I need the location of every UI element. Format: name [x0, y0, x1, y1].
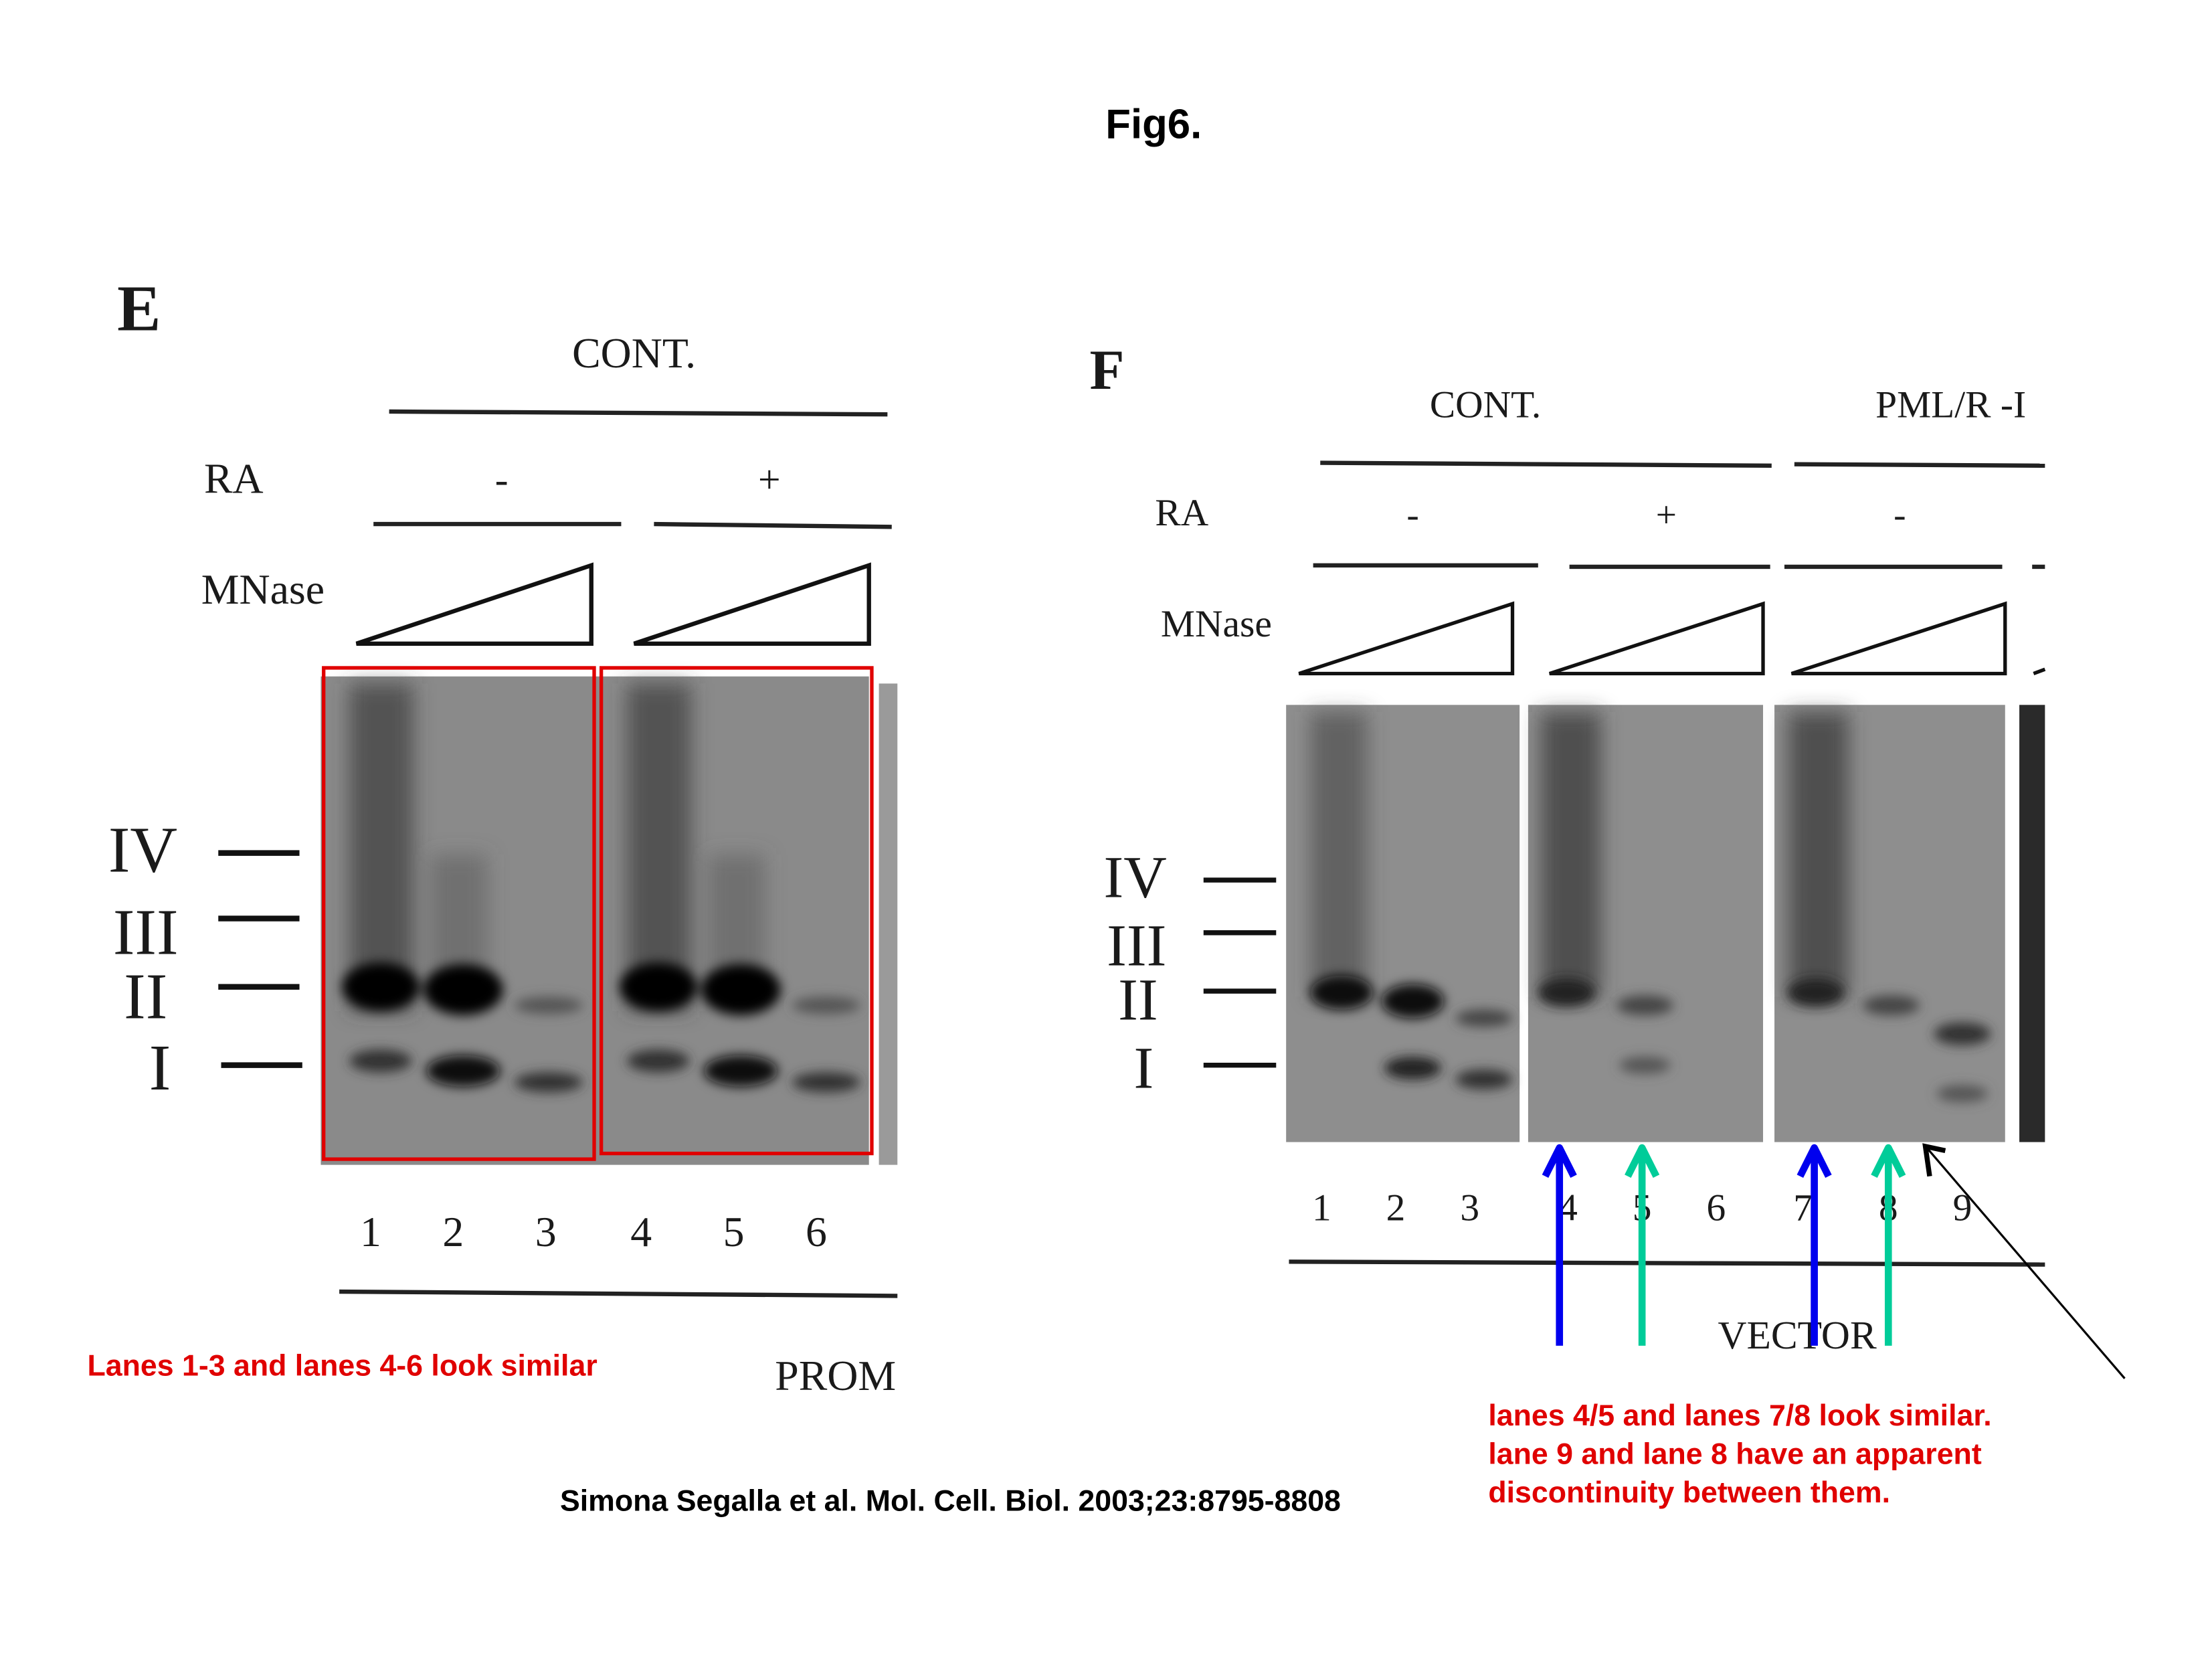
- marker-label: I: [149, 1032, 171, 1104]
- marker-label: II: [1118, 967, 1158, 1033]
- panel-f-annotation: lanes 4/5 and lanes 7/8 look similar. la…: [1488, 1399, 1991, 1509]
- panel-f-group-label: PML/R -I: [1875, 383, 2026, 426]
- ra-label: RA: [204, 454, 264, 502]
- highlight-box-lanes-4-6: [600, 666, 874, 1156]
- panel-f-group-label: CONT.: [1430, 383, 1541, 426]
- ra-value: -: [495, 457, 509, 501]
- lane-number: 1: [1312, 1187, 1331, 1229]
- black-arrow-discontinuity: [1922, 1143, 2126, 1379]
- green-arrow-lane-8: [1871, 1144, 1906, 1346]
- marker-label: IV: [108, 814, 177, 886]
- marker-ticks: [1203, 877, 1277, 1068]
- ra-value: -: [1894, 494, 1906, 535]
- gel-image-f: [1286, 705, 2045, 1142]
- group-divider: [1794, 462, 2045, 468]
- ra-value: -: [1406, 494, 1418, 535]
- lane-number: 7: [1793, 1187, 1813, 1229]
- panel-e-bottom-label: PROM: [775, 1352, 896, 1399]
- marker-label: III: [1107, 913, 1166, 979]
- citation: Simona Segalla et al. Mol. Cell. Biol. 2…: [560, 1485, 1341, 1518]
- panel-e: E CONT. RA - + MNase IV III II I: [87, 273, 898, 1399]
- panel-e-group-label: CONT.: [572, 329, 696, 377]
- ra-dividers: [1313, 563, 2045, 570]
- lane-number: 6: [806, 1208, 827, 1255]
- gel-image-e: [320, 676, 898, 1165]
- lane-number: 2: [442, 1208, 464, 1255]
- marker-label: II: [124, 960, 167, 1033]
- annotation-line: lanes 4/5 and lanes 7/8 look similar.: [1488, 1399, 1991, 1432]
- figure-title: Fig6.: [1105, 101, 1202, 147]
- bottom-divider: [339, 1289, 898, 1298]
- annotation-line: lane 9 and lane 8 have an apparent: [1488, 1437, 1981, 1470]
- marker-label: III: [113, 897, 179, 969]
- lane-number: 6: [1706, 1187, 1726, 1229]
- blue-arrow-lane-4: [1542, 1144, 1577, 1346]
- highlight-box-lanes-1-3: [322, 666, 596, 1161]
- group-divider: [1320, 460, 1772, 468]
- lane-number: 4: [630, 1208, 652, 1255]
- lane-number: 3: [535, 1208, 557, 1255]
- lane-number: 9: [1953, 1187, 1972, 1229]
- lane-number: 5: [723, 1208, 745, 1255]
- panel-e-label: E: [117, 273, 161, 345]
- mnase-label: MNase: [1161, 603, 1272, 645]
- marker-label: IV: [1103, 845, 1166, 911]
- marker-ticks: [218, 850, 302, 1068]
- mnase-gradient-triangles: [1298, 601, 2046, 676]
- marker-label: I: [1134, 1035, 1154, 1102]
- panel-f-bottom-label: VECTOR: [1718, 1313, 1876, 1357]
- mnase-gradient-triangle: [355, 562, 593, 646]
- ra-value: +: [1656, 494, 1677, 535]
- panel-f-label: F: [1090, 339, 1125, 402]
- panel-f: F CONT. PML/R -I RA - + - MNase IV III I…: [1090, 339, 2126, 1509]
- ra-label: RA: [1155, 492, 1208, 534]
- ra-divider: [654, 521, 892, 529]
- annotation-line: discontinuity between them.: [1488, 1476, 1890, 1509]
- lane-number: 2: [1386, 1187, 1406, 1229]
- lane-number: 1: [360, 1208, 381, 1255]
- bottom-divider: [1289, 1259, 2045, 1267]
- mnase-gradient-triangle: [633, 562, 871, 646]
- mnase-label: MNase: [201, 565, 325, 613]
- blue-arrow-lane-7: [1796, 1144, 1832, 1346]
- group-divider: [389, 409, 888, 417]
- panel-e-annotation: Lanes 1-3 and lanes 4-6 look similar: [87, 1350, 597, 1383]
- green-arrow-lane-5: [1625, 1144, 1660, 1346]
- lane-number: 3: [1460, 1187, 1479, 1229]
- ra-value: +: [758, 457, 781, 501]
